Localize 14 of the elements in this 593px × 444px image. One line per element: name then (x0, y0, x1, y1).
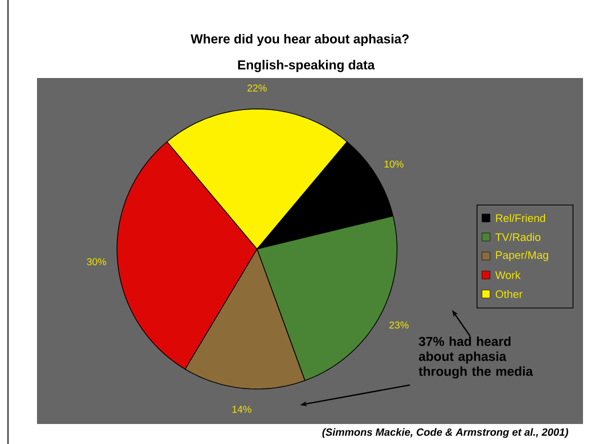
data-label: 23% (389, 322, 409, 329)
chart-title: Where did you hear about aphasia? (190, 34, 409, 46)
legend-label: TV/Radio (495, 232, 540, 242)
legend-label: Rel/Friend (496, 214, 546, 222)
legend-label: Paper/Mag (496, 250, 548, 262)
data-label: 10% (384, 160, 404, 168)
text: (Simmons Mackie, Code & Armstrong et al., 2001) (322, 428, 568, 438)
legend-label: Other (496, 290, 522, 298)
data-label: 22% (248, 84, 267, 92)
data-label: 14% (232, 406, 252, 413)
chart-subtitle: English-speaking data (238, 60, 375, 72)
text: 37% had heard about aphasia through the media (418, 336, 534, 379)
data-label: 30% (86, 258, 106, 266)
legend-label: Work (495, 270, 521, 280)
